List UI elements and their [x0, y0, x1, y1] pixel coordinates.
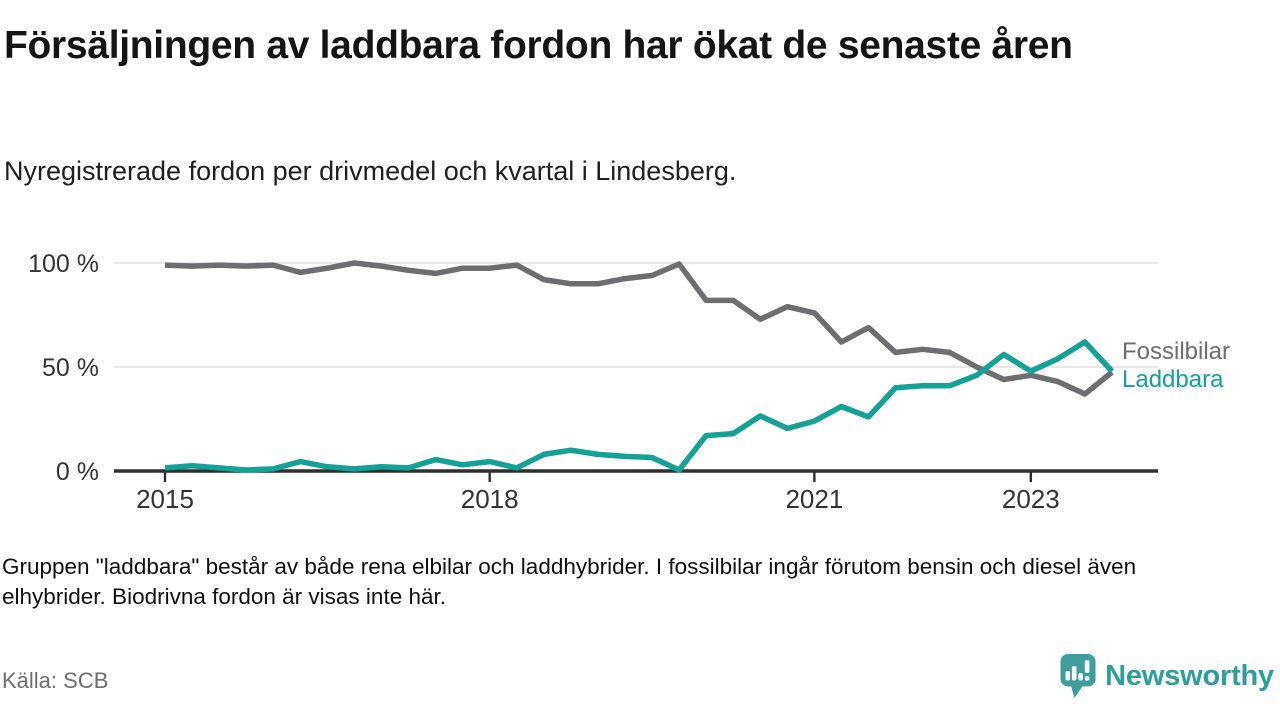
y-tick-label-100: 100 % — [28, 250, 99, 278]
y-tick-label-50: 50 % — [42, 354, 99, 382]
x-tick-label-2015: 2015 — [136, 484, 194, 514]
page-title: Försäljningen av laddbara fordon har öka… — [4, 24, 1073, 67]
x-tick-label-2021: 2021 — [785, 484, 843, 514]
line-chart: 100 % 50 % 0 % 2015 2018 2021 2023 FossilbilarL… — [28, 250, 1230, 514]
x-tick-label-2023: 2023 — [1002, 484, 1060, 514]
series-line-laddbara — [164, 339, 1115, 473]
chart-subtitle: Nyregistrerade fordon per drivmedel och … — [4, 156, 737, 186]
footnote: Gruppen "laddbara" består av både rena e… — [2, 554, 1137, 609]
source-label: Källa: SCB — [2, 668, 109, 693]
brand-logo: Newsworthy — [1060, 653, 1274, 699]
series-line-fossilbilar — [164, 260, 1114, 397]
legend-label-fossilbilar: Fossilbilar — [1122, 338, 1230, 365]
brand-name: Newsworthy — [1105, 659, 1274, 692]
y-tick-label-0: 0 % — [56, 458, 99, 486]
legend-label-laddbara: Laddbara — [1122, 366, 1224, 393]
x-tick-label-2018: 2018 — [461, 484, 519, 514]
newsworthy-logo-icon — [1060, 654, 1096, 698]
